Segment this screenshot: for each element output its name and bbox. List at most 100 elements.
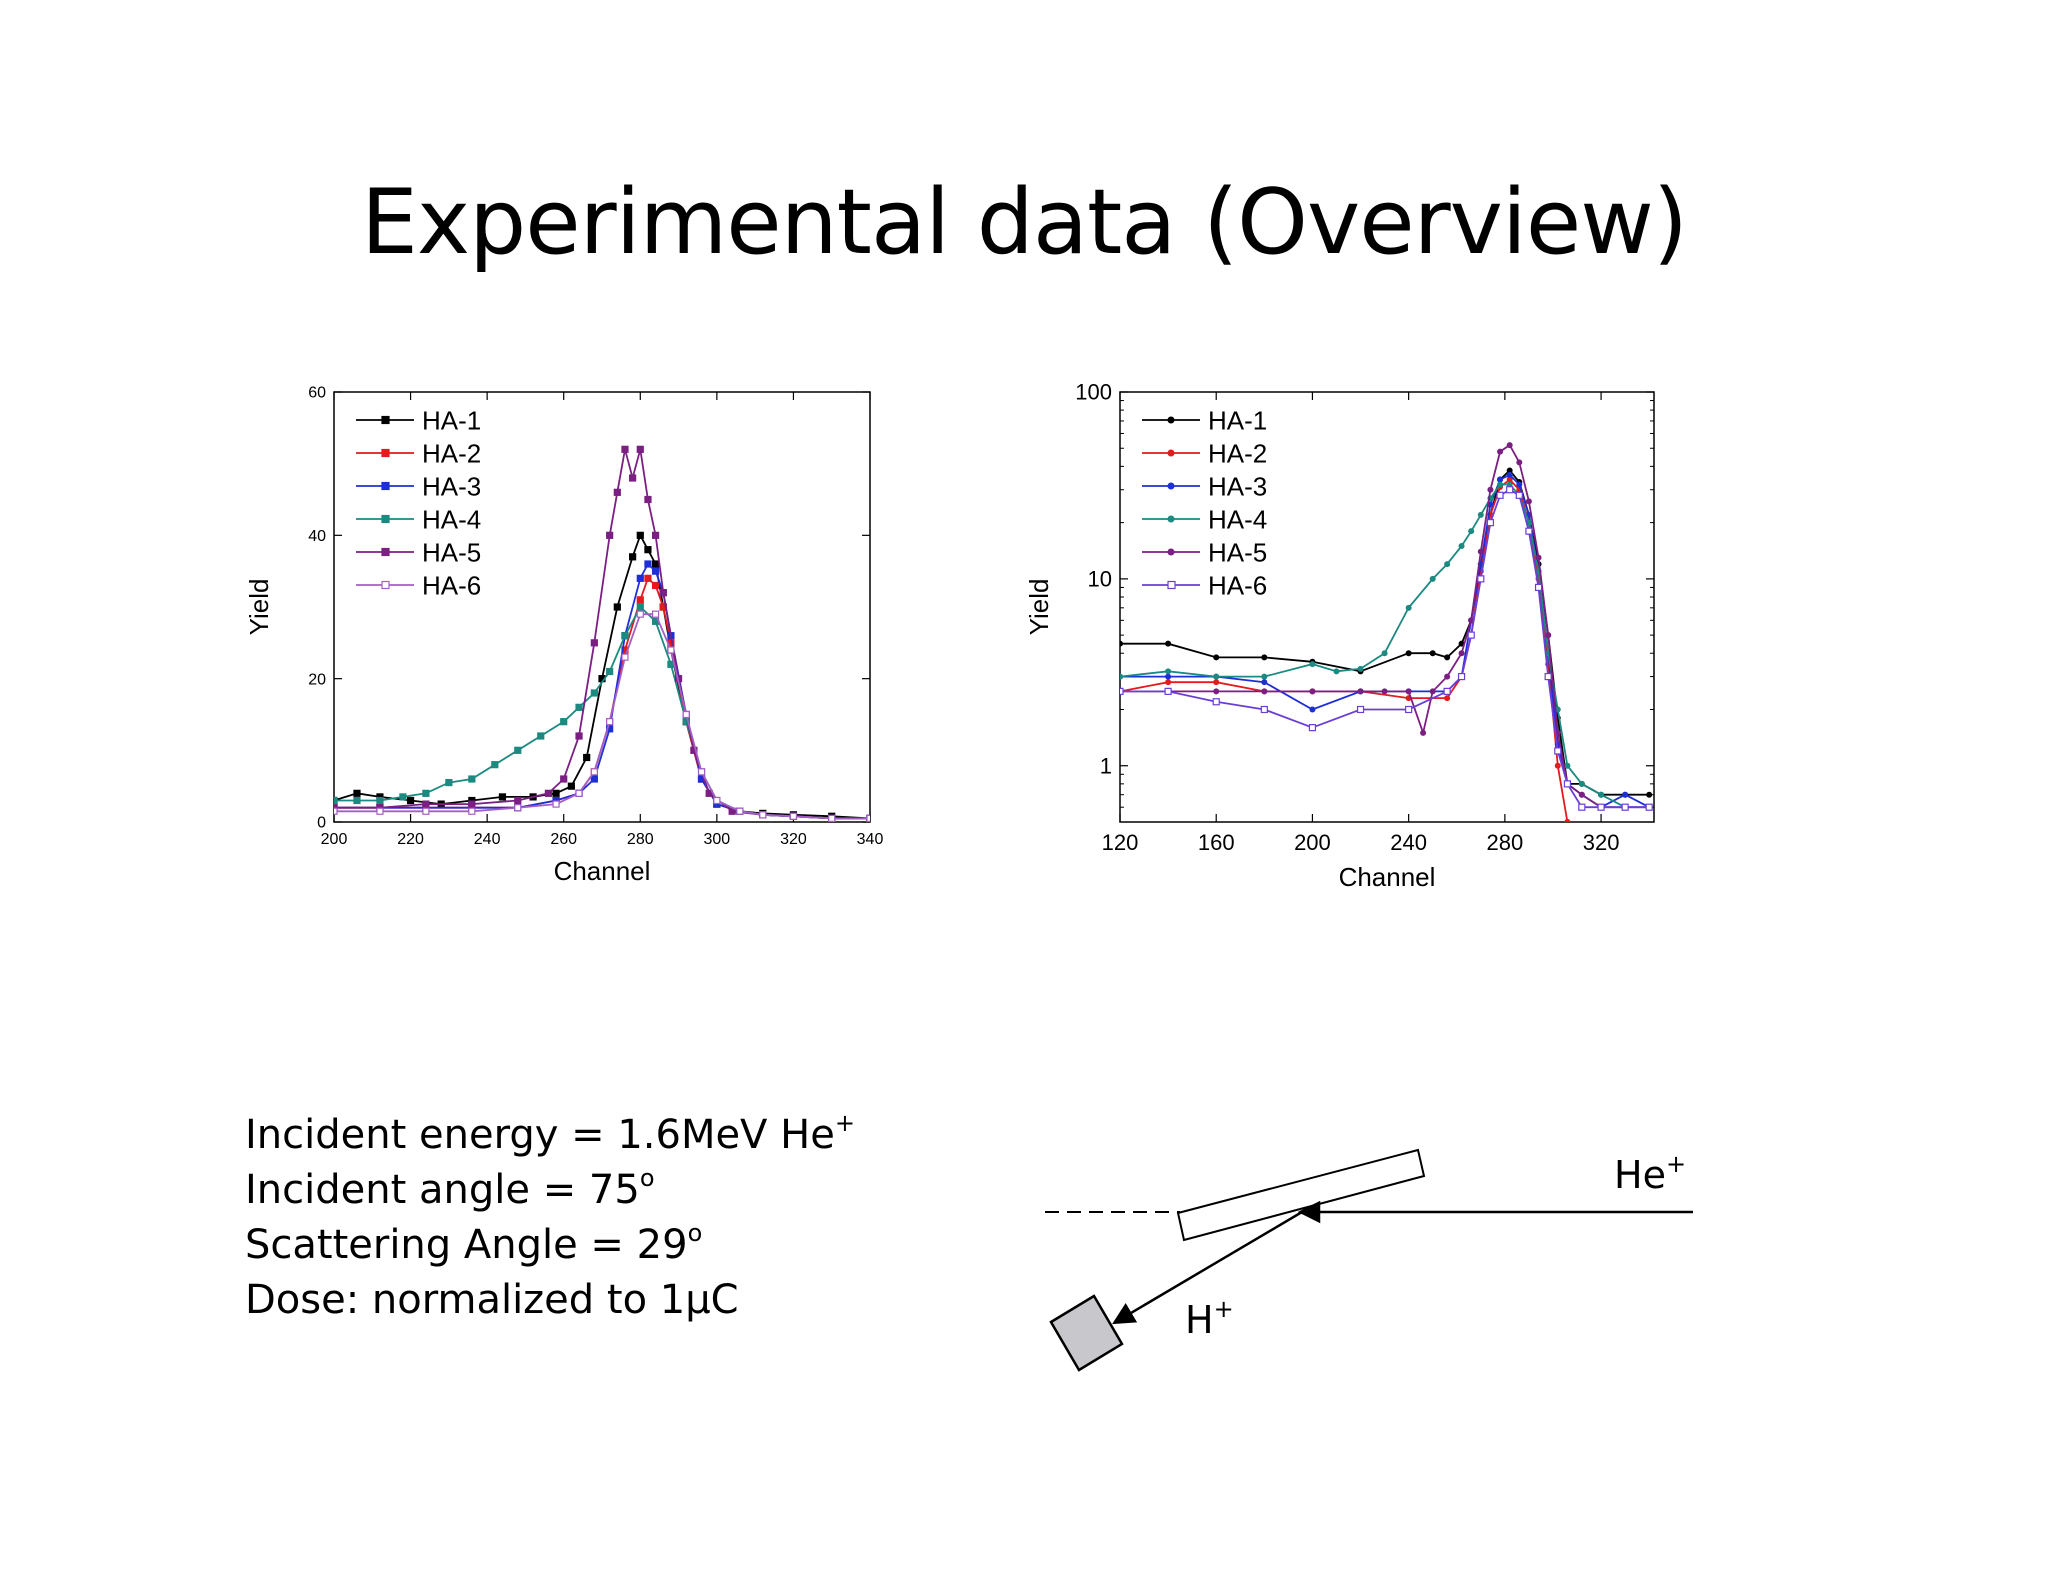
data-point: [1467, 631, 1475, 639]
plot-frame: [333, 391, 871, 823]
data-point: [1458, 542, 1465, 549]
data-point: [1309, 661, 1316, 668]
data-point: [1261, 679, 1268, 686]
scattering-geometry-diagram: He+ H+: [1045, 1148, 1693, 1372]
y-tick-label: 20: [308, 671, 326, 688]
data-point: [1506, 486, 1514, 494]
series-ha-6: [334, 610, 870, 822]
data-point: [1506, 467, 1513, 474]
data-point: [644, 560, 652, 568]
data-point: [376, 807, 384, 815]
data-point: [1506, 471, 1513, 478]
data-point: [1597, 803, 1605, 811]
series-ha-1: [1120, 467, 1653, 798]
legend-entry: HA-2: [1142, 438, 1267, 468]
data-point: [468, 800, 476, 808]
series-line: [334, 562, 870, 820]
data-point: [334, 807, 338, 815]
data-point: [1444, 695, 1451, 702]
data-point: [652, 560, 660, 568]
x-tick-label: 220: [397, 831, 424, 848]
series-line: [1120, 488, 1650, 809]
incident-angle-line: Incident angle = 75o: [245, 1164, 655, 1213]
data-point: [1525, 498, 1532, 505]
y-axis-title: Yield: [1024, 579, 1054, 636]
data-point: [575, 789, 583, 797]
data-point: [644, 546, 652, 554]
data-point: [1405, 688, 1412, 695]
data-point: [1477, 575, 1485, 583]
data-point: [1164, 687, 1172, 695]
legend-entry: HA-6: [1142, 570, 1267, 600]
data-point: [334, 796, 338, 805]
series-line: [1120, 443, 1650, 809]
legend-entry: HA-3: [1142, 471, 1267, 501]
series-line: [334, 576, 870, 820]
data-point: [1309, 688, 1316, 695]
series-ha-4: [1120, 481, 1629, 811]
data-point: [1534, 583, 1543, 592]
x-axis-title: Channel: [554, 856, 651, 886]
data-point: [1525, 527, 1533, 535]
linear-yield-chart: 200 220 240 260 280 300 320 340 0 20 40 60 Channel Yi…: [244, 385, 884, 886]
data-point: [590, 689, 598, 697]
x-tick-label: 260: [550, 831, 577, 848]
data-point: [606, 718, 614, 726]
data-point: [667, 646, 675, 654]
data-point: [560, 775, 568, 783]
data-point: [1261, 654, 1268, 661]
y-tick-label: 100: [1075, 380, 1112, 405]
data-point: [1357, 688, 1364, 695]
data-point: [1645, 803, 1653, 811]
data-point: [1564, 818, 1571, 822]
detector-box: [1049, 1294, 1124, 1372]
data-point: [567, 782, 575, 790]
data-point: [1535, 554, 1542, 561]
legend-entry: HA-1: [356, 405, 481, 435]
data-point: [514, 796, 522, 805]
legend-marker: [1167, 515, 1175, 523]
x-tick-label: 320: [780, 831, 807, 848]
x-tick-label: 340: [857, 831, 884, 848]
data-point: [652, 531, 660, 539]
y-tick-label: 40: [308, 528, 326, 545]
data-point: [468, 807, 476, 815]
series-ha-4: [334, 603, 870, 822]
legend-marker: [1167, 548, 1175, 556]
data-point: [544, 789, 552, 797]
data-point: [652, 567, 660, 575]
data-point: [789, 812, 798, 820]
legend-label: HA-5: [1208, 537, 1267, 567]
data-point: [636, 445, 644, 453]
data-point: [537, 732, 545, 740]
series-line: [1120, 483, 1626, 808]
data-point: [1381, 650, 1388, 657]
data-point: [636, 596, 644, 604]
data-point: [759, 811, 767, 819]
experiment-parameters: Incident energy = 1.6MeV He+ Incident an…: [245, 1108, 855, 1328]
data-point: [575, 703, 583, 711]
data-point: [713, 796, 721, 805]
data-point: [1554, 762, 1561, 769]
data-point: [659, 589, 667, 597]
legend-label: HA-3: [1208, 471, 1267, 501]
series-line: [334, 605, 870, 820]
slide-title: Experimental data (Overview): [360, 170, 1688, 275]
data-point: [1429, 688, 1436, 695]
data-point: [1405, 705, 1413, 714]
data-point: [1429, 575, 1436, 582]
legend-marker: [381, 415, 390, 425]
data-point: [1444, 673, 1451, 680]
series-ha-1: [334, 531, 870, 822]
y-axis-title: Yield: [244, 579, 274, 636]
data-point: [629, 474, 637, 482]
data-point: [1578, 803, 1586, 811]
x-tick-label: 200: [321, 831, 348, 848]
data-point: [590, 768, 598, 776]
data-point: [560, 718, 568, 726]
legend-entry: HA-5: [1142, 537, 1267, 567]
scattering-angle-line: Scattering Angle = 29o: [245, 1219, 703, 1268]
data-point: [399, 793, 407, 801]
data-point: [1429, 650, 1436, 657]
legend-marker: [1167, 580, 1176, 590]
